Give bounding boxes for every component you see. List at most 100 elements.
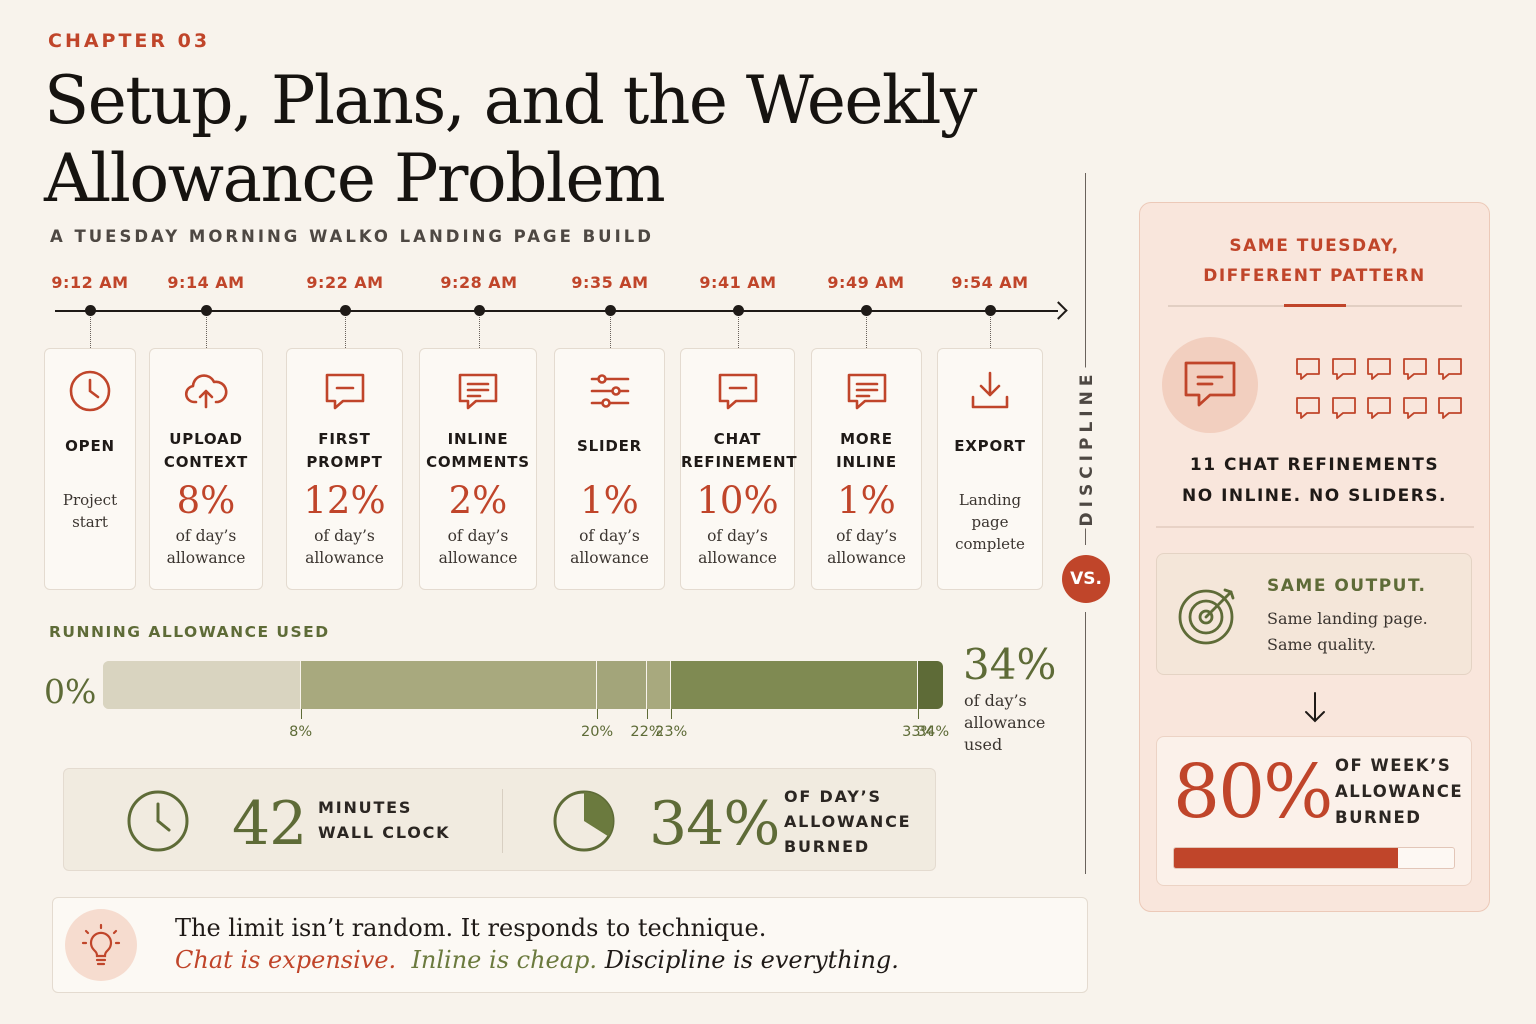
allowance-segment bbox=[918, 661, 943, 709]
week-label-line: OF WEEK’S bbox=[1335, 756, 1452, 775]
allowance-segment bbox=[597, 661, 647, 709]
allowance-tick-label: 34% bbox=[916, 724, 950, 740]
timeline: 9:12 AM 9:14 AM 9:22 AM 9:28 AM 9:35 AM 9:41 … bbox=[0, 0, 1100, 600]
stats-divider bbox=[502, 789, 503, 853]
vs-badge: VS. bbox=[1062, 555, 1110, 603]
step-card-export: EXPORT Landing page complete bbox=[937, 348, 1043, 590]
same-output-box: SAME OUTPUT. Same landing page. Same qua… bbox=[1156, 553, 1472, 675]
mini-chat-icon bbox=[1438, 397, 1462, 419]
mini-chat-icon bbox=[1402, 397, 1427, 419]
output-title: SAME OUTPUT. bbox=[1267, 576, 1427, 596]
timeline-connector bbox=[738, 317, 739, 348]
burned-label-line: BURNED bbox=[784, 837, 870, 856]
timeline-time: 9:41 AM bbox=[699, 273, 777, 292]
allowance-segment bbox=[103, 661, 301, 709]
mini-chat-icon bbox=[1331, 397, 1356, 419]
step-label: FIRST PROMPT bbox=[306, 430, 383, 471]
step-label: INLINE COMMENTS bbox=[426, 430, 530, 471]
minutes-label-line: MINUTES bbox=[318, 798, 413, 817]
timeline-connector bbox=[90, 317, 91, 348]
output-note-line: Same quality. bbox=[1267, 635, 1376, 654]
allowance-tick bbox=[597, 709, 599, 719]
timeline-arrow-icon bbox=[1049, 301, 1068, 320]
stats-box: 42 MINUTES WALL CLOCK 34% OF DAY’S ALLOW… bbox=[63, 768, 936, 871]
step-card-inline-comments: INLINE COMMENTS 2% of day’s allowance bbox=[419, 348, 537, 590]
timeline-connector bbox=[990, 317, 991, 348]
step-percent: 10% bbox=[696, 479, 779, 522]
allowance-tick bbox=[918, 709, 920, 719]
step-note: of day’s allowance bbox=[305, 527, 384, 567]
clock-icon bbox=[127, 790, 189, 852]
step-label: SLIDER bbox=[577, 437, 642, 455]
tip-icon-circle bbox=[65, 909, 137, 981]
step-note: of day’s allowance bbox=[438, 527, 518, 567]
running-start-value: 0% bbox=[44, 672, 97, 711]
download-icon bbox=[971, 371, 1009, 409]
step-note: of day’s allowance bbox=[166, 527, 246, 567]
divider-line bbox=[1085, 612, 1086, 874]
chapter-label: CHAPTER 03 bbox=[48, 30, 211, 52]
timeline-axis bbox=[55, 310, 1058, 312]
running-allowance-bar bbox=[103, 661, 943, 709]
tip-subline: Chat is expensive. Inline is cheap. Disc… bbox=[175, 946, 899, 974]
step-card-slider: SLIDER 1% of day’s allowance bbox=[554, 348, 665, 590]
output-note-line: Same landing page. bbox=[1267, 609, 1428, 628]
tip-headline: The limit isn’t random. It responds to t… bbox=[175, 914, 767, 942]
step-label: OPEN bbox=[65, 437, 115, 455]
timeline-connector bbox=[866, 317, 867, 348]
step-description: Landing page complete bbox=[955, 491, 1025, 553]
step-label: MORE INLINE bbox=[836, 430, 897, 471]
timeline-dot bbox=[732, 305, 744, 316]
step-note: of day’s allowance bbox=[698, 527, 777, 567]
comment-lines-icon bbox=[458, 373, 498, 410]
timeline-connector bbox=[345, 317, 346, 348]
chat-bubble-icon bbox=[325, 373, 364, 410]
target-icon bbox=[1178, 588, 1235, 645]
chat-bubble-icon bbox=[718, 373, 757, 410]
burned-label: OF DAY’S ALLOWANCE BURNED bbox=[784, 784, 911, 859]
week-label-line: ALLOWANCE bbox=[1335, 782, 1464, 801]
week-progress-fill bbox=[1174, 848, 1398, 868]
minutes-label-line: WALL CLOCK bbox=[318, 823, 451, 842]
panel-title: SAME TUESDAY, DIFFERENT PATTERN bbox=[1140, 231, 1489, 291]
refinement-line: 11 CHAT REFINEMENTS bbox=[1189, 455, 1440, 475]
allowance-tick bbox=[300, 709, 302, 719]
step-card-open: OPEN Project start bbox=[44, 348, 136, 590]
lightbulb-icon bbox=[81, 923, 121, 966]
mini-chat-icon bbox=[1438, 358, 1462, 380]
panel-rule-accent bbox=[1284, 304, 1346, 307]
timeline-time: 9:28 AM bbox=[440, 273, 518, 292]
chat-bubble-icon bbox=[1184, 361, 1236, 407]
step-card-upload-context: UPLOAD CONTEXT 8% of day’s allowance bbox=[149, 348, 263, 590]
step-note: of day’s allowance bbox=[570, 527, 649, 567]
tip-discipline: Discipline is everything. bbox=[604, 946, 899, 974]
refinement-summary: 11 CHAT REFINEMENTS NO INLINE. NO SLIDER… bbox=[1140, 450, 1489, 512]
allowance-tick-label: 8% bbox=[289, 724, 313, 740]
page-title: Setup, Plans, and the Weekly Allowance P… bbox=[44, 62, 977, 217]
minutes-label: MINUTES WALL CLOCK bbox=[318, 795, 450, 845]
week-progress-track bbox=[1173, 847, 1455, 869]
panel-rule bbox=[1156, 526, 1474, 528]
page-subtitle: A TUESDAY MORNING WALKO LANDING PAGE BUI… bbox=[50, 227, 654, 246]
timeline-dot bbox=[200, 305, 212, 316]
timeline-dot bbox=[604, 305, 616, 316]
timeline-dot bbox=[339, 305, 351, 316]
chat-icon-circle bbox=[1162, 337, 1258, 433]
mini-chat-icon bbox=[1296, 397, 1320, 419]
divider-line bbox=[1085, 173, 1086, 545]
week-label: OF WEEK’S ALLOWANCE BURNED bbox=[1335, 753, 1463, 831]
allowance-tick bbox=[646, 709, 648, 719]
timeline-time: 9:14 AM bbox=[167, 273, 245, 292]
step-label: EXPORT bbox=[954, 437, 1026, 455]
allowance-segment bbox=[646, 661, 672, 709]
panel-title-line: SAME TUESDAY, bbox=[1229, 236, 1400, 256]
tip-expensive: Chat is expensive. bbox=[175, 946, 397, 974]
step-description: Project start bbox=[62, 491, 118, 531]
step-percent: 8% bbox=[176, 479, 236, 522]
step-note: of day’s allowance bbox=[827, 527, 906, 567]
mini-chat-icon bbox=[1402, 358, 1427, 380]
timeline-connector bbox=[610, 317, 611, 348]
step-percent: 1% bbox=[837, 479, 896, 522]
pie-chart-icon bbox=[553, 790, 615, 852]
step-card-chat-refinement: CHAT REFINEMENT 10% of day’s allowance bbox=[680, 348, 797, 590]
